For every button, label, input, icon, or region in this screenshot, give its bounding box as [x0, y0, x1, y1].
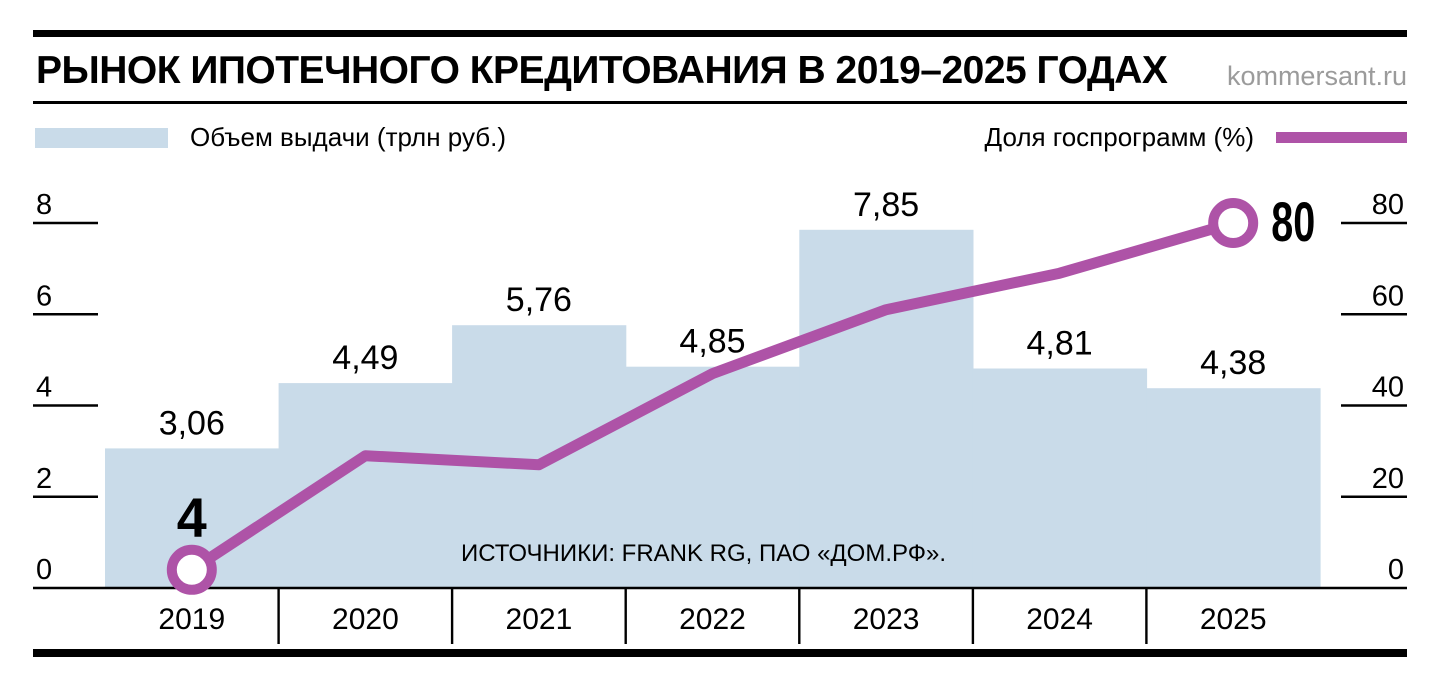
bar-value-2025: 4,38	[1200, 344, 1266, 382]
x-label-2024: 2024	[1026, 603, 1093, 636]
line-value-first: 4	[177, 486, 207, 549]
bar-value-2022: 4,85	[679, 323, 745, 361]
left-axis-label-2: 2	[36, 463, 52, 495]
legend-line: Доля госпрограмм (%)	[984, 122, 1407, 152]
legend-bars: Объем выдачи (трлн руб.)	[35, 122, 507, 152]
x-label-2023: 2023	[853, 603, 920, 636]
bar-value-2023: 7,85	[853, 186, 919, 224]
bar-value-2024: 4,81	[1027, 325, 1093, 363]
left-axis-label-8: 8	[36, 189, 52, 221]
x-label-2020: 2020	[332, 603, 399, 636]
site-link[interactable]: kommersant.ru	[1226, 61, 1407, 91]
line-legend-label: Доля госпрограмм (%)	[984, 122, 1254, 152]
right-axis-label-0: 0	[1388, 554, 1404, 586]
left-axis-label-0: 0	[36, 554, 52, 586]
x-label-2019: 2019	[158, 603, 225, 636]
x-label-2021: 2021	[506, 603, 573, 636]
bar-legend-swatch	[35, 127, 168, 148]
share-line	[188, 217, 1235, 575]
bar-legend-label: Объем выдачи (трлн руб.)	[190, 122, 507, 152]
title-underline	[33, 101, 1407, 104]
right-axis-label-40: 40	[1372, 372, 1404, 404]
source-note: ИСТОЧНИКИ: FRANK RG, ПАО «ДОМ.РФ».	[461, 540, 946, 567]
bar-2024	[972, 368, 1148, 588]
bar-value-2021: 5,76	[506, 281, 572, 319]
line-marker-2019	[166, 544, 217, 595]
top-border	[33, 30, 1407, 37]
bar-2025	[1146, 388, 1321, 588]
left-axis-label-4: 4	[36, 372, 52, 404]
bottom-border	[33, 649, 1407, 657]
page-title: РЫНОК ИПОТЕЧНОГО КРЕДИТОВАНИЯ В 2019–202…	[36, 49, 1168, 92]
x-label-2025: 2025	[1200, 603, 1267, 636]
line-marker-2025	[1208, 198, 1259, 248]
line-value-last: 80	[1271, 190, 1315, 253]
bar-2020	[278, 383, 453, 588]
bar-2023	[799, 229, 974, 589]
bar-value-2020: 4,49	[332, 339, 398, 377]
line-legend-swatch	[1276, 132, 1407, 143]
right-axis-label-60: 60	[1372, 280, 1404, 312]
right-axis-label-20: 20	[1372, 463, 1404, 495]
right-axis-label-80: 80	[1372, 189, 1404, 221]
bar-value-2019: 3,06	[159, 404, 225, 442]
x-label-2022: 2022	[679, 603, 746, 636]
left-axis-label-6: 6	[36, 280, 52, 312]
